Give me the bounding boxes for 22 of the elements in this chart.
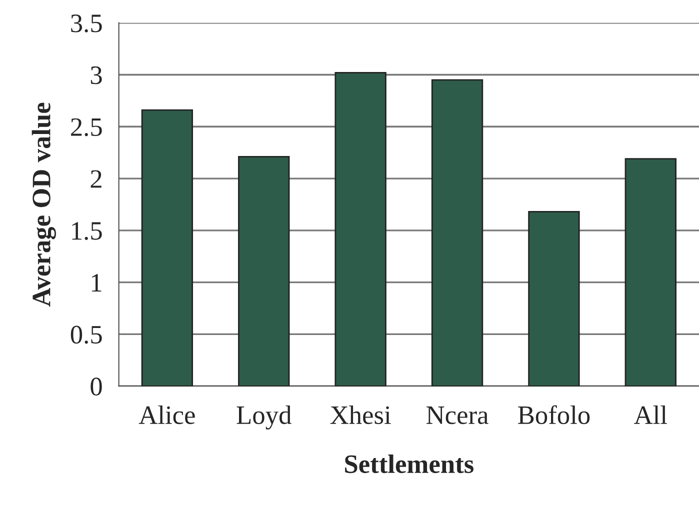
x-tick-label: Bofolo [518, 405, 590, 424]
bar [528, 211, 580, 386]
y-tick-label: 1.5 [72, 222, 102, 240]
y-tick-label: 1 [92, 274, 102, 292]
bar [238, 156, 290, 386]
y-tick-label: 3.5 [71, 14, 102, 32]
y-tick-label: 2 [90, 170, 102, 188]
x-tick-label: Alice [138, 406, 195, 424]
bar [431, 79, 484, 386]
bar [141, 109, 194, 386]
x-tick-label: All [634, 406, 667, 424]
y-tick-label: 3 [90, 66, 102, 84]
x-tick-label: Xhesi [330, 406, 391, 424]
x-tick-label: Ncera [426, 406, 488, 424]
bar [334, 72, 386, 386]
y-tick-label: 0 [90, 378, 102, 396]
y-tick-label: 0.5 [70, 326, 102, 344]
x-axis-title: Settlements [345, 454, 474, 474]
y-tick-label: 2.5 [71, 118, 102, 136]
y-axis-title: Average OD value [32, 102, 56, 307]
bar [624, 158, 676, 386]
x-tick-label: Loyd [236, 406, 292, 430]
